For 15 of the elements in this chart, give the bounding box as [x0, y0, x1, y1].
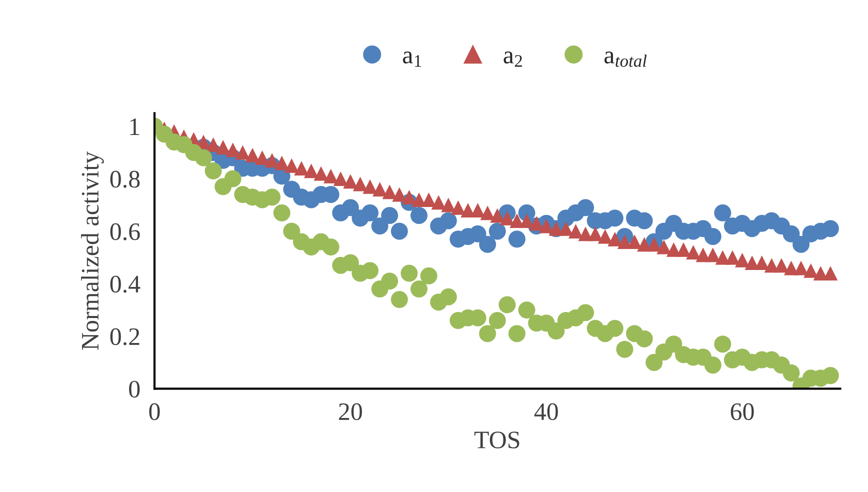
y-tick-label: 0: [129, 380, 140, 398]
legend-label: a$_{1}$: [402, 52, 422, 67]
x-tick-label: 60: [730, 403, 754, 420]
legend-label: a$_{2}$: [504, 52, 522, 67]
x-tick-label: 20: [339, 403, 362, 420]
x-tick-label: 40: [534, 403, 558, 420]
y-tick-label: 0.4: [110, 276, 140, 293]
y-tick-label: 0.6: [110, 223, 140, 240]
x-axis-title: TOS: [474, 432, 520, 448]
y-tick-label: 1: [130, 118, 140, 135]
y-axis-title: Normalized activity: [81, 151, 104, 350]
y-tick-label: 0.8: [110, 170, 140, 188]
legend-label: a$_{total}$: [604, 52, 647, 67]
x-tick-label: 0: [149, 403, 160, 420]
y-tick-label: 0.2: [110, 328, 140, 346]
